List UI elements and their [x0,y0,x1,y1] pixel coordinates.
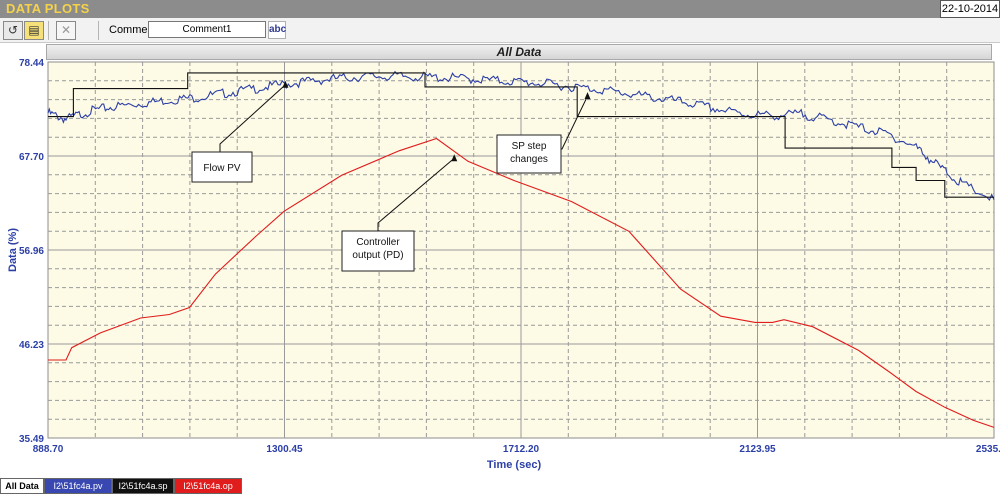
tab-pv[interactable]: I2\51fc4a.pv [44,478,112,494]
annotation-box [496,134,562,174]
y-tick-label: 35.49 [19,434,44,445]
folder-icon: ▤ [28,23,40,37]
tab-op[interactable]: I2\51fc4a.op [174,478,242,494]
annotation-text: Flow PV [203,163,241,174]
toolbar-divider [48,21,49,40]
y-tick-label: 46.23 [19,340,44,351]
undo-button[interactable]: ↺ [3,21,23,40]
toolbar: ↺ ▤ ✕ Comment abc [0,18,1000,43]
annotation-text: SP step [512,141,547,152]
tab-sp[interactable]: I2\51fc4a.sp [112,478,174,494]
annotation-text: Controller [356,237,400,248]
annotation-leader [219,84,286,152]
x-tick-label: 888.70 [33,444,64,455]
x-tick-label: 1712.20 [503,444,540,455]
undo-icon: ↺ [7,23,19,37]
y-tick-label: 78.44 [19,58,44,69]
comment-input[interactable] [148,21,266,38]
annotations: Flow PV SP step changes Controller output (P… [191,80,591,272]
series-layer [47,70,995,428]
series-line-sp [48,72,994,198]
annotation-arrowhead [451,154,458,162]
title-bar: DATA PLOTS 22-10-2014 [0,0,1000,18]
annotation-leader [377,157,455,231]
x-tick-label: 1300.45 [266,444,303,455]
y-tick-label: 67.70 [19,152,44,163]
y-tick-label: 56.96 [19,246,44,257]
spellcheck-button[interactable]: abc [268,21,286,39]
annotation-text: output (PD) [352,250,403,261]
x-tick-label: 2535.70 [976,444,1000,455]
comment-label: Comment [109,24,157,36]
open-folder-button[interactable]: ▤ [24,21,44,40]
y-axis-label: Data (%) [7,228,19,272]
annotation-arrowhead [584,92,591,100]
axes: 888.70 1300.45 1712.20 2123.95 2535.70 78.44 6… [19,58,1000,455]
close-button[interactable]: ✕ [56,21,76,40]
annotation-arrowhead [282,80,289,88]
close-icon: ✕ [60,23,72,37]
chart: 888.70 1300.45 1712.20 2123.95 2535.70 78.44 6… [7,58,1000,471]
annotation-text: changes [510,154,548,165]
series-line-op [48,137,995,428]
plot-header: All Data [46,44,992,60]
x-tick-label: 2123.95 [739,444,776,455]
annotation-box [191,151,253,183]
annotation-box [341,230,415,272]
x-axis-label: Time (sec) [487,459,542,471]
toolbar-divider [98,21,99,40]
app-title: DATA PLOTS [6,1,90,16]
series-line-pv [47,70,995,202]
tab-all-data[interactable]: All Data [0,478,44,494]
